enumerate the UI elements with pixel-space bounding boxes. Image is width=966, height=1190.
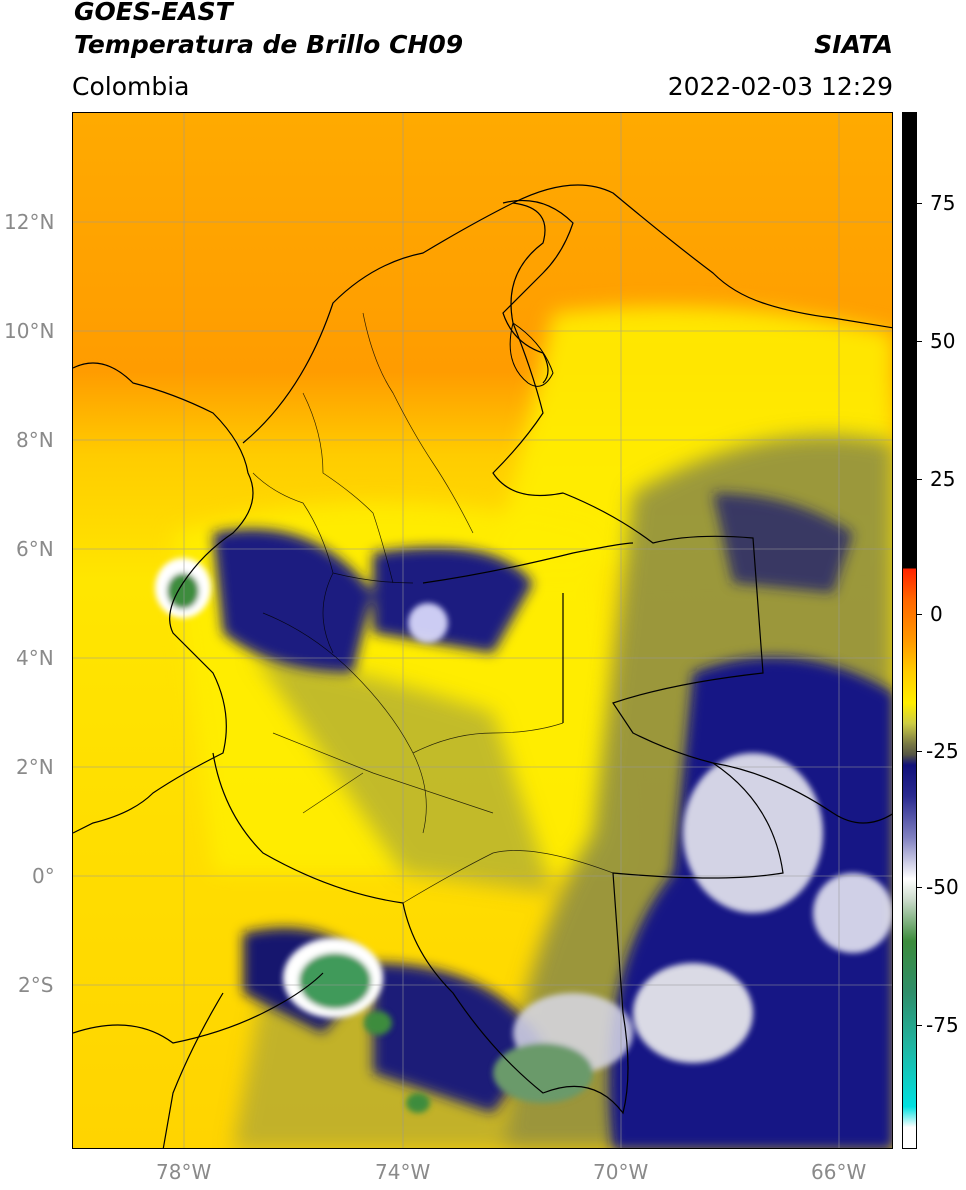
map-canvas	[73, 113, 892, 1148]
department-borders	[252, 312, 614, 904]
colorbar-tick	[917, 887, 922, 888]
colorbar-label: -75	[926, 1013, 959, 1037]
colorbar-label: 75	[930, 191, 956, 215]
lake-outline	[509, 322, 554, 387]
lat-label: 2°N	[16, 755, 54, 779]
region-label: Colombia	[72, 72, 190, 101]
colorbar-tick	[917, 751, 922, 752]
product-title: Temperatura de Brillo CH09	[74, 30, 464, 59]
lon-label: 74°W	[375, 1160, 431, 1184]
colorbar-tick	[917, 614, 922, 615]
colorbar-label: 50	[930, 329, 956, 353]
lat-label: 10°N	[4, 319, 55, 343]
lon-label: 70°W	[593, 1160, 649, 1184]
satellite-title: GOES-EAST	[74, 0, 233, 26]
lat-label: 6°N	[16, 537, 54, 561]
colorbar-tick	[917, 203, 922, 204]
country-borders	[73, 184, 892, 1148]
cold-cloud-core	[155, 558, 892, 1113]
colorbar-label: -50	[926, 875, 959, 899]
colorbar-label: 25	[930, 467, 956, 491]
colorbar	[902, 112, 917, 1149]
brand-label: SIATA	[814, 30, 893, 59]
lat-label: 0°	[32, 864, 55, 888]
timestamp-label: 2022-02-03 12:29	[667, 72, 893, 101]
satellite-map	[72, 112, 893, 1149]
colorbar-label: 0	[930, 602, 943, 626]
lon-label: 78°W	[156, 1160, 212, 1184]
lat-label: 2°S	[18, 973, 54, 997]
colorbar-tick	[917, 479, 922, 480]
colorbar-tick	[917, 341, 922, 342]
lon-label: 66°W	[811, 1160, 867, 1184]
colorbar-label: -25	[926, 739, 959, 763]
lat-label: 4°N	[16, 646, 54, 670]
lat-label: 12°N	[4, 210, 55, 234]
lat-label: 8°N	[16, 428, 54, 452]
colorbar-tick	[917, 1025, 922, 1026]
